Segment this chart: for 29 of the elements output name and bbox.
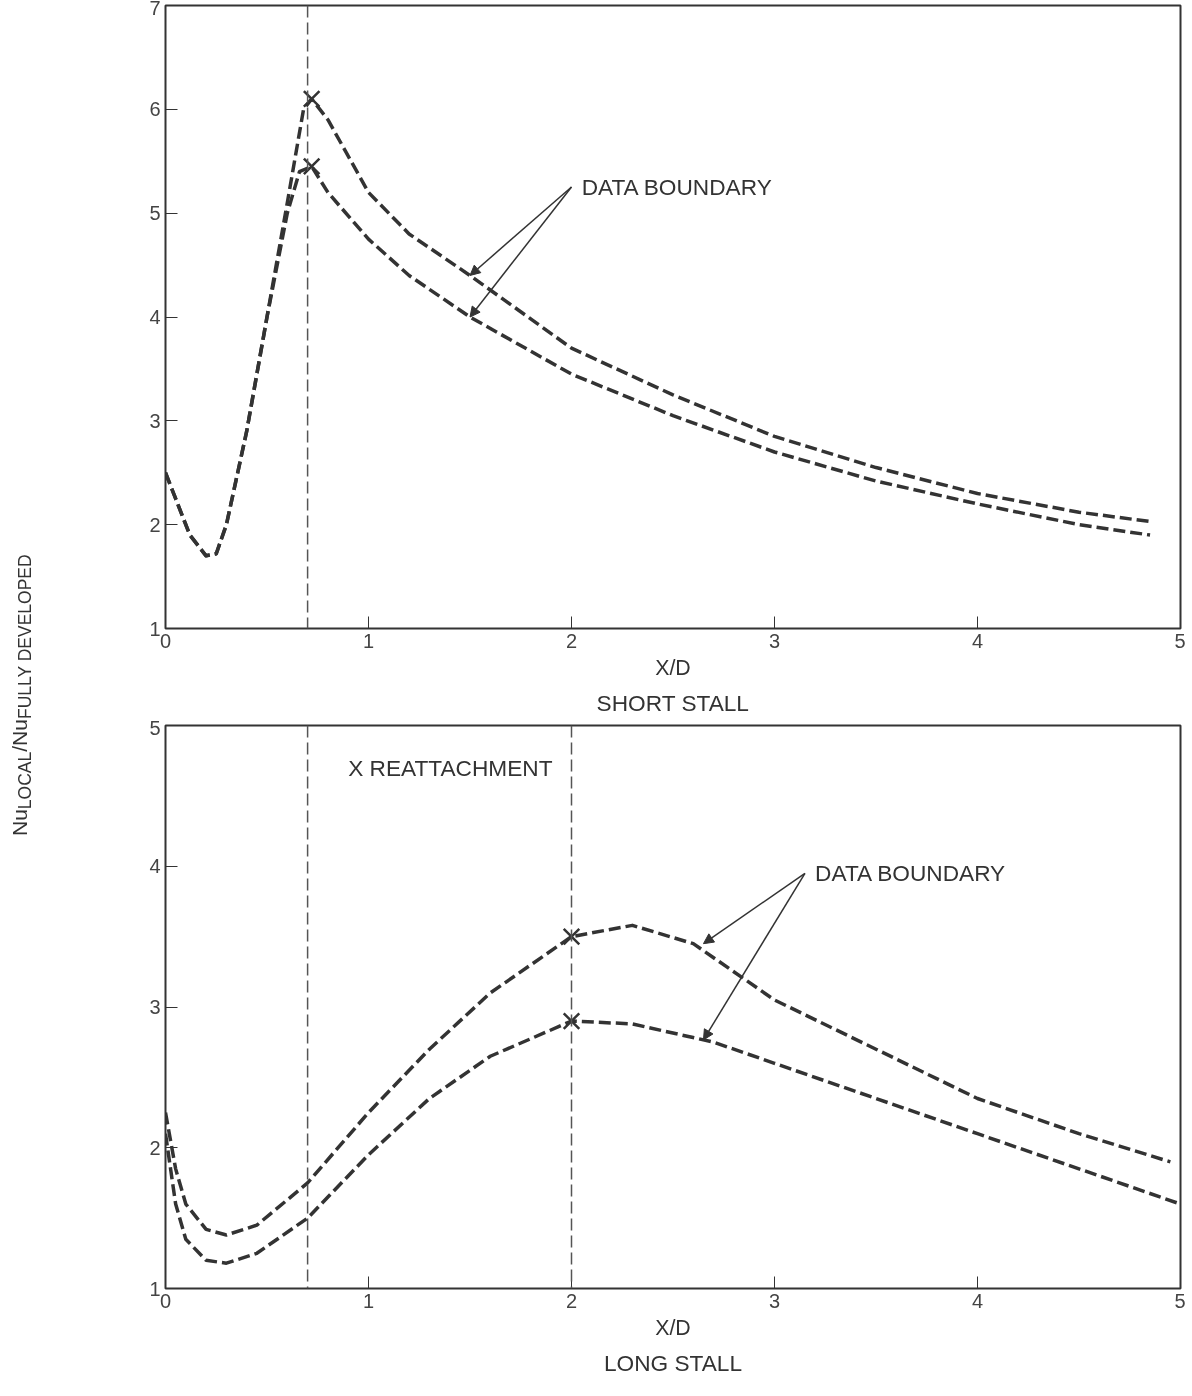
y-tick-label: 5 [149,716,161,739]
x-tick-label: 3 [768,1289,781,1312]
annotation: DATA BOUNDARY [581,174,772,200]
x-tick-label: 0 [159,629,172,652]
annotation: DATA BOUNDARY [815,860,1006,887]
y-tick-label: 2 [149,1136,161,1159]
y-tick-label: 7 [149,0,161,19]
x-axis-title: X/D [655,1315,691,1340]
y-tick-label: 4 [149,306,161,328]
x-axis-title: X/D [655,655,691,680]
x-tick-label: 1 [362,629,375,652]
y-tick-label: 2 [149,513,161,536]
text: LONG STALL [603,1349,743,1376]
text: SHORT STALL [596,689,749,716]
x-tick-label: 3 [768,629,781,652]
annotation: X REATTACHMENT [348,754,553,781]
y-tick-label: 3 [149,409,161,432]
x-tick-label: 4 [971,629,984,652]
x-tick-label: 1 [362,1289,375,1312]
x-tick-label: 5 [1174,629,1186,652]
y-tick-label: 5 [149,202,161,225]
x-tick-label: 0 [159,1289,172,1312]
x-tick-label: 4 [971,1289,984,1312]
x-tick-label: 2 [565,629,578,652]
x-tick-label: 2 [565,1289,578,1312]
y-tick-label: 4 [149,855,161,878]
y-tick-label: 3 [149,996,161,1018]
y-tick-label: 6 [149,98,161,121]
x-tick-label: 5 [1174,1289,1186,1312]
